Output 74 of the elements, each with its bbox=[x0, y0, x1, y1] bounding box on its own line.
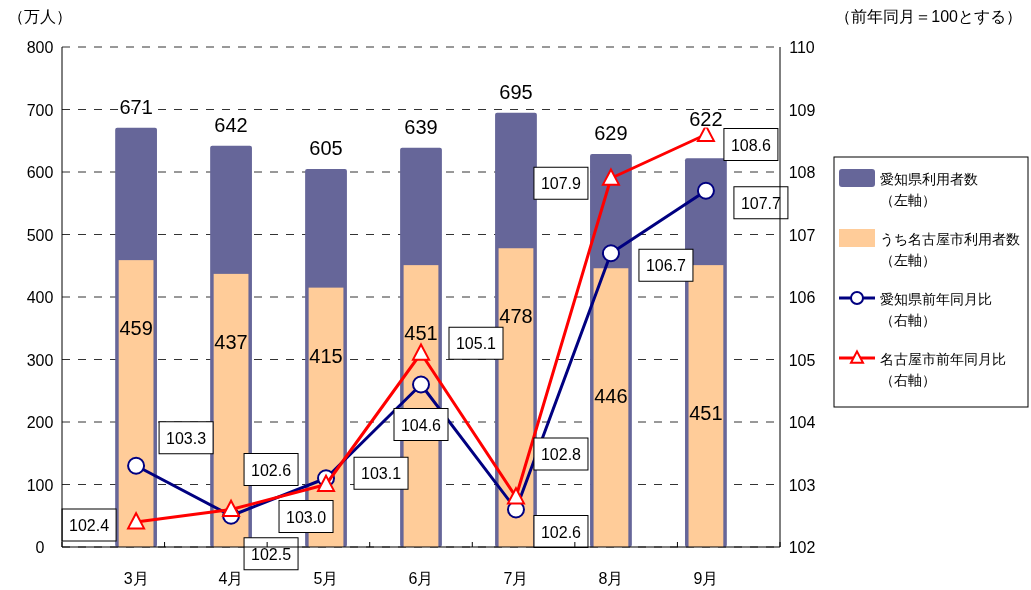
data-label: 108.6 bbox=[730, 136, 772, 154]
data-label: 622 bbox=[689, 108, 723, 131]
data-label: 107.9 bbox=[540, 175, 582, 193]
bar bbox=[593, 268, 629, 547]
legend-label: 愛知県利用者数（左軸） bbox=[880, 171, 978, 208]
point bbox=[412, 375, 430, 394]
y2-tick-label: 108 bbox=[788, 164, 816, 181]
y2-tick-label: 110 bbox=[789, 39, 815, 56]
y-axis-title: （万人） bbox=[8, 8, 72, 25]
y2-tick-label: 109 bbox=[788, 101, 816, 119]
data-label: 103.0 bbox=[286, 508, 327, 526]
data-label: 478 bbox=[499, 305, 533, 328]
bar bbox=[118, 260, 154, 547]
data-label: 103.3 bbox=[166, 429, 207, 447]
data-label: 415 bbox=[309, 344, 343, 367]
data-label: 605 bbox=[309, 136, 343, 159]
y-tick-label: 400 bbox=[26, 289, 54, 306]
data-label: 104.6 bbox=[400, 416, 442, 434]
data-label: 671 bbox=[119, 95, 153, 118]
bar bbox=[498, 248, 534, 547]
y2-tick-label: 102 bbox=[788, 539, 816, 556]
y-tick-label: 800 bbox=[26, 39, 54, 56]
legend-label: 愛知県前年同月比（右軸） bbox=[880, 291, 992, 328]
data-label: 695 bbox=[499, 80, 533, 103]
point bbox=[696, 181, 715, 200]
data-label: 451 bbox=[689, 402, 723, 425]
point bbox=[601, 168, 620, 186]
point bbox=[601, 244, 620, 263]
y-tick-label: 600 bbox=[26, 164, 54, 181]
y2-axis-title: （前年同月＝100とする） bbox=[835, 8, 1022, 25]
data-label: 102.4 bbox=[69, 517, 110, 534]
data-label: 102.5 bbox=[251, 545, 292, 563]
data-label: 459 bbox=[119, 317, 153, 340]
data-label: 102.6 bbox=[251, 461, 292, 479]
y-tick-label: 200 bbox=[26, 414, 54, 431]
x-tick-label: 9月 bbox=[693, 570, 719, 587]
point bbox=[506, 487, 525, 505]
x-tick-label: 5月 bbox=[313, 570, 339, 587]
y2-tick-label: 104 bbox=[788, 414, 816, 431]
x-tick-label: 8月 bbox=[598, 570, 624, 587]
bar bbox=[688, 265, 724, 547]
data-label: 102.8 bbox=[540, 446, 582, 463]
x-tick-label: 4月 bbox=[218, 570, 244, 587]
y2-tick-label: 106 bbox=[788, 289, 816, 306]
y2-tick-label: 107 bbox=[788, 226, 816, 244]
point bbox=[222, 499, 241, 517]
x-tick-label: 7月 bbox=[503, 570, 529, 587]
y-tick-label: 500 bbox=[26, 226, 54, 244]
legend-label: 名古屋市前年同月比（右軸） bbox=[880, 351, 1006, 388]
y-tick-label: 700 bbox=[26, 101, 54, 119]
data-label: 106.7 bbox=[645, 257, 687, 275]
data-label: 639 bbox=[404, 115, 438, 138]
y-tick-label: 100 bbox=[26, 476, 54, 494]
y-tick-label: 0 bbox=[35, 539, 45, 556]
y2-tick-label: 105 bbox=[788, 351, 816, 369]
y-tick-label: 300 bbox=[26, 351, 54, 369]
point bbox=[317, 474, 336, 492]
data-label: 103.1 bbox=[361, 465, 402, 483]
data-label: 102.6 bbox=[540, 523, 582, 541]
data-label: 451 bbox=[404, 322, 438, 345]
data-label: 446 bbox=[594, 385, 628, 408]
legend-label: うち名古屋市利用者数（左軸） bbox=[880, 231, 1020, 268]
data-label: 437 bbox=[214, 330, 248, 353]
x-tick-label: 6月 bbox=[408, 570, 434, 587]
point bbox=[412, 343, 430, 361]
data-label: 105.1 bbox=[455, 335, 497, 353]
y2-tick-label: 103 bbox=[788, 476, 816, 494]
data-label: 629 bbox=[594, 121, 628, 144]
x-tick-label: 3月 bbox=[123, 570, 149, 587]
point bbox=[127, 512, 146, 530]
point bbox=[127, 456, 146, 475]
data-label: 642 bbox=[214, 113, 248, 136]
data-label: 107.7 bbox=[740, 194, 782, 212]
bar bbox=[213, 273, 249, 547]
